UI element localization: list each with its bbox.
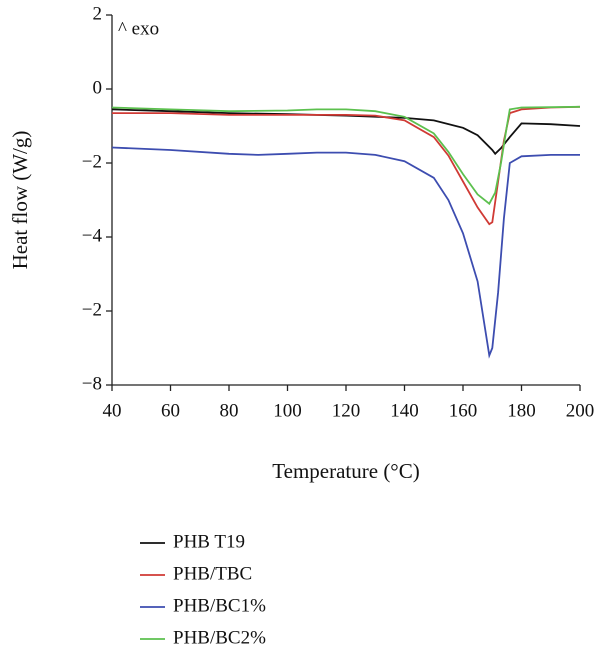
x-tick-label: 140 bbox=[390, 400, 419, 421]
x-tick-label: 100 bbox=[273, 400, 302, 421]
x-axis-label: Temperature (°C) bbox=[272, 459, 419, 483]
x-tick-label: 180 bbox=[507, 400, 536, 421]
x-tick-label: 40 bbox=[103, 400, 122, 421]
line bbox=[111, 146, 580, 359]
annotation: ^ exo bbox=[118, 18, 159, 39]
y-tick-label: −4 bbox=[82, 225, 103, 246]
y-tick-label: −2 bbox=[82, 151, 102, 172]
line bbox=[111, 108, 581, 156]
x-tick-label: 60 bbox=[161, 400, 180, 421]
x-tick-label: 120 bbox=[332, 400, 361, 421]
y-tick-label: −2 bbox=[82, 299, 102, 320]
x-tick-label: 200 bbox=[566, 400, 595, 421]
y-tick-label: 2 bbox=[93, 3, 103, 24]
y-tick-label: −8 bbox=[82, 373, 102, 394]
legend-label: PHB/BC2% bbox=[173, 627, 266, 648]
x-tick-label: 160 bbox=[449, 400, 478, 421]
line bbox=[111, 105, 581, 206]
legend-label: PHB T19 bbox=[173, 531, 245, 552]
y-tick-label: 0 bbox=[93, 77, 103, 98]
legend-label: PHB/TBC bbox=[173, 563, 252, 584]
legend-label: PHB/BC1% bbox=[173, 595, 266, 616]
y-axis-label: Heat flow (W/g) bbox=[8, 131, 32, 270]
x-tick-label: 80 bbox=[220, 400, 239, 421]
